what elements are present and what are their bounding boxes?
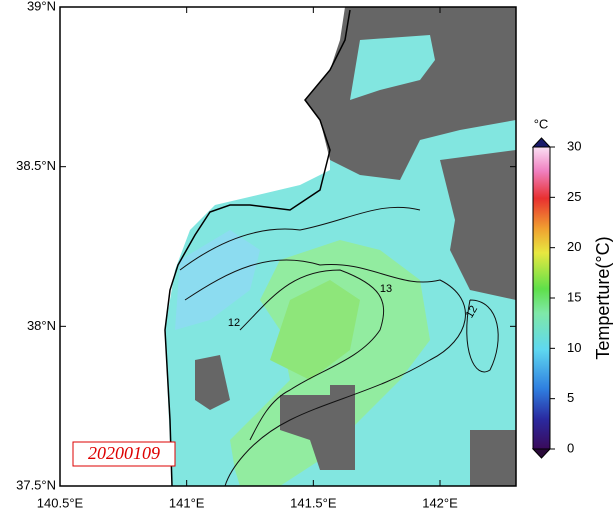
- map-area: [60, 7, 516, 486]
- contours: [179, 206, 499, 486]
- y-tick-label: 39°N: [27, 0, 56, 13]
- contour-line: [239, 269, 385, 441]
- coastline: [164, 9, 351, 486]
- warm-core: [270, 280, 360, 380]
- sea-north: [350, 35, 435, 100]
- contour-label: 12: [464, 304, 481, 321]
- colorbar-tick-label: 5: [567, 390, 574, 405]
- cloud-mask-east: [440, 150, 516, 300]
- colorbar-tick-label: 0: [567, 440, 574, 455]
- x-tick-label: 141°E: [169, 495, 205, 510]
- colorbar-tick-label: 20: [567, 239, 581, 254]
- x-tick-label: 141.5°E: [290, 495, 337, 510]
- y-tick-label: 38°N: [27, 318, 56, 333]
- y-tick-label: 37.5°N: [16, 477, 56, 492]
- colorbar-min-arrow: [531, 448, 552, 459]
- colorbar: [532, 146, 551, 450]
- colorbar-tick-label: 25: [567, 189, 581, 204]
- colorbar-title: Temperture(°C): [593, 236, 613, 359]
- date-box: [72, 441, 176, 467]
- cloud-mask-west: [195, 355, 230, 410]
- colorbar-unit: °C: [534, 116, 549, 131]
- contour-label: 13: [380, 283, 392, 295]
- cloud-mask-south: [280, 385, 355, 470]
- contour-line: [184, 259, 466, 486]
- contour-line: [179, 206, 421, 271]
- contour-label: 12: [228, 317, 240, 329]
- colorbar-tick-label: 15: [567, 289, 581, 304]
- contour-line: [466, 299, 499, 373]
- map-frame: [59, 6, 517, 487]
- y-tick-label: 38.5°N: [16, 158, 56, 173]
- land-north: [305, 7, 516, 180]
- date-label: 20200109: [88, 443, 160, 463]
- colorbar-max-arrow: [531, 137, 552, 148]
- x-tick-label: 140.5°E: [37, 495, 84, 510]
- colorbar-tick-label: 10: [567, 340, 581, 355]
- x-tick-label: 142°E: [422, 495, 458, 510]
- colorbar-tick-label: 30: [567, 138, 581, 153]
- cloud-mask-se: [470, 430, 516, 486]
